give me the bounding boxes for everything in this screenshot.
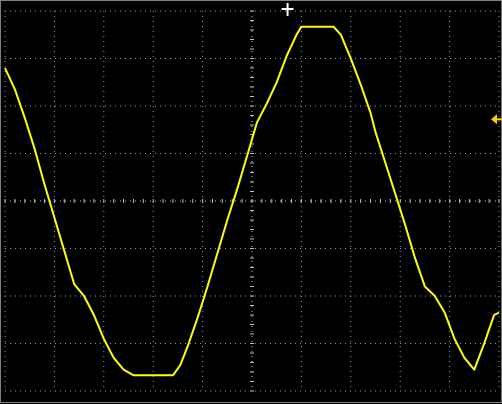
trigger-level-marker xyxy=(491,114,497,125)
waveform-trace xyxy=(4,25,500,377)
